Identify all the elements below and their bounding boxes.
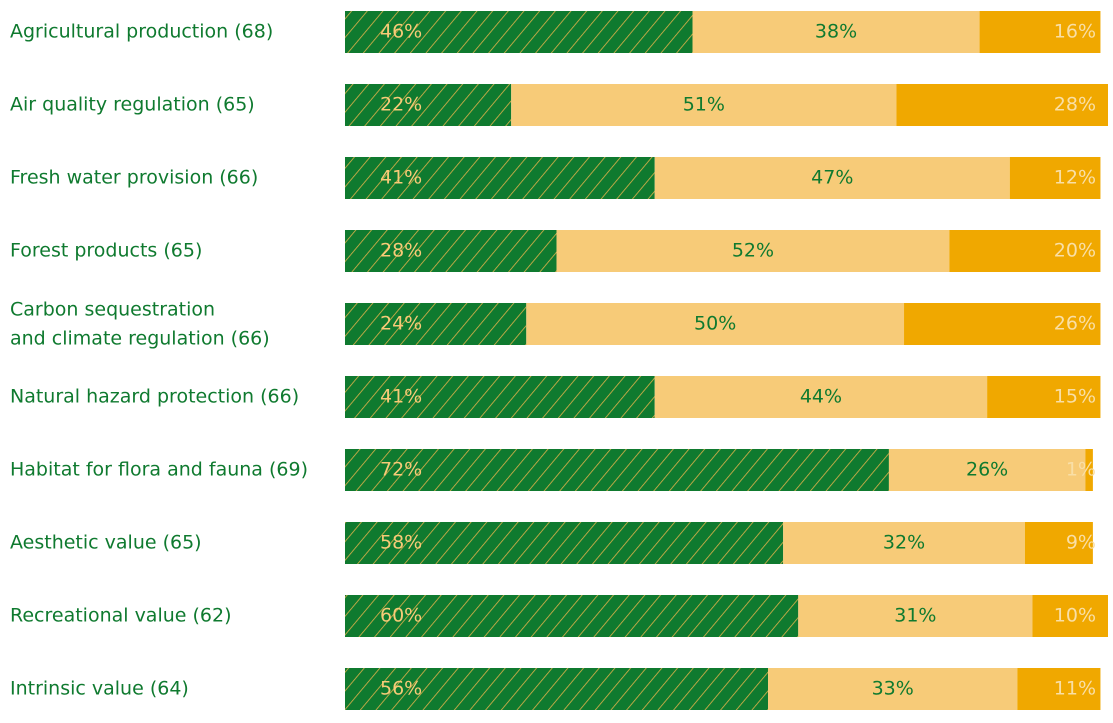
- hatch: [345, 449, 889, 491]
- bar-segment: [654, 376, 988, 418]
- bar-segment: [783, 522, 1025, 564]
- category-label: Agricultural production (68): [10, 21, 273, 43]
- value-label: 58%: [380, 532, 422, 554]
- bar-segment: [511, 84, 897, 126]
- value-label: 41%: [380, 167, 422, 189]
- value-label: 10%: [1054, 605, 1096, 627]
- value-label: 47%: [811, 167, 853, 189]
- bar-segment: [888, 449, 1086, 491]
- hatch: [345, 230, 557, 272]
- category-label: Intrinsic value (64): [10, 678, 189, 700]
- value-label: 24%: [380, 313, 422, 335]
- value-label: 38%: [815, 21, 857, 43]
- value-label: 28%: [1054, 94, 1096, 116]
- hatch: [345, 11, 693, 53]
- category-label: Aesthetic value (65): [10, 532, 202, 554]
- bar-segment: [798, 595, 1033, 637]
- value-label: 15%: [1054, 386, 1096, 408]
- bar-segment: [949, 230, 1101, 272]
- value-label: 44%: [800, 386, 842, 408]
- bar-segment: [692, 11, 980, 53]
- category-label: Habitat for flora and fauna (69): [10, 459, 308, 481]
- bar-segment: [526, 303, 905, 345]
- category-label: Air quality regulation (65): [10, 94, 255, 116]
- hatch: [345, 668, 769, 710]
- value-label: 50%: [694, 313, 736, 335]
- value-label: 31%: [894, 605, 936, 627]
- value-label: 9%: [1066, 532, 1096, 554]
- value-label: 11%: [1054, 678, 1096, 700]
- value-label: 60%: [380, 605, 422, 627]
- category-label: Natural hazard protection (66): [10, 386, 299, 408]
- value-label: 20%: [1054, 240, 1096, 262]
- value-label: 33%: [872, 678, 914, 700]
- hatch: [345, 157, 655, 199]
- bar-segment: [904, 303, 1101, 345]
- hatch: [345, 303, 527, 345]
- bar-segment: [987, 376, 1101, 418]
- bar-segment: [1009, 157, 1101, 199]
- value-label: 52%: [732, 240, 774, 262]
- bar-segment: [896, 84, 1108, 126]
- category-label: Forest products (65): [10, 240, 202, 262]
- value-label: 16%: [1054, 21, 1096, 43]
- category-label: Recreational value (62): [10, 605, 232, 627]
- value-label: 26%: [1054, 313, 1096, 335]
- bar-segment: [1017, 668, 1101, 710]
- value-label: 22%: [380, 94, 422, 116]
- value-label: 32%: [883, 532, 925, 554]
- value-label: 46%: [380, 21, 422, 43]
- value-label: 12%: [1054, 167, 1096, 189]
- bar-segment: [1024, 522, 1093, 564]
- bar-segment: [979, 11, 1101, 53]
- value-label: 26%: [966, 459, 1008, 481]
- bar-segment: [1085, 449, 1093, 491]
- value-label: 51%: [683, 94, 725, 116]
- category-label: Carbon sequestration and climate regulati…: [10, 298, 270, 349]
- value-label: 41%: [380, 386, 422, 408]
- value-label: 1%: [1066, 459, 1096, 481]
- value-label: 72%: [380, 459, 422, 481]
- bar-segment: [556, 230, 950, 272]
- hatch: [345, 84, 512, 126]
- category-label: Fresh water provision (66): [10, 167, 258, 189]
- hatch: [345, 522, 784, 564]
- bar-segment: [768, 668, 1018, 710]
- bar-segment: [1032, 595, 1108, 637]
- hatch: [345, 595, 799, 637]
- bar-segment: [654, 157, 1010, 199]
- value-label: 28%: [380, 240, 422, 262]
- value-label: 56%: [380, 678, 422, 700]
- hatch: [345, 376, 655, 418]
